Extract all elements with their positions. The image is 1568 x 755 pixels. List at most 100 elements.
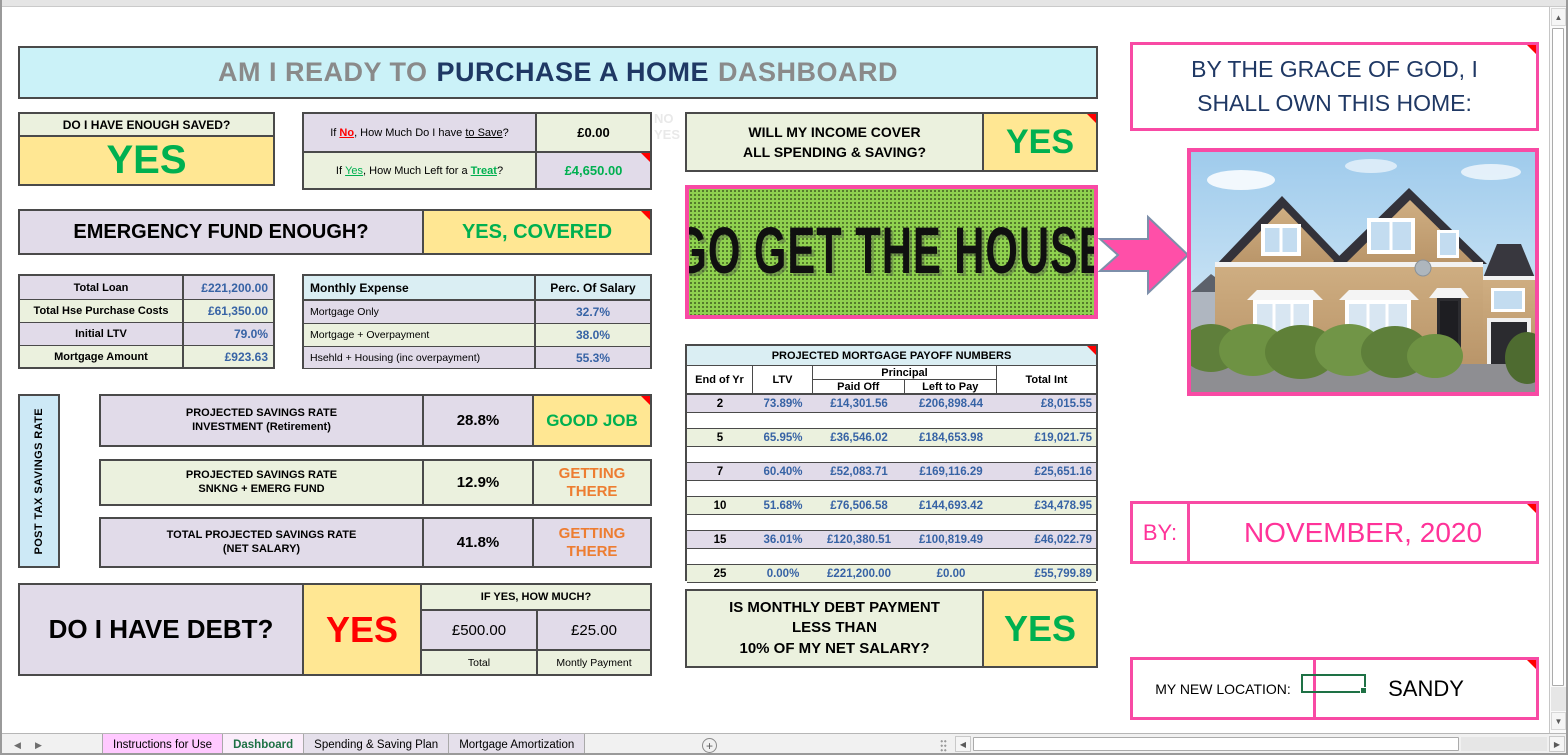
debt-total-label: Total <box>422 651 538 674</box>
sheet-nav-left-icon[interactable]: ◀ <box>14 740 21 750</box>
ghost-spill-text: NO YES <box>654 111 680 143</box>
location-value-cell[interactable]: SANDY <box>1388 675 1464 701</box>
loan-row-label: Mortgage Amount <box>20 346 184 367</box>
loan-row-value[interactable]: £923.63 <box>224 349 268 364</box>
expense-header-label: Monthly Expense <box>304 276 536 299</box>
house-photo <box>1187 148 1539 396</box>
statusbar-grip[interactable] <box>940 739 947 752</box>
vscroll-track[interactable] <box>1551 687 1566 711</box>
savings-pct-cell[interactable]: 41.8% <box>424 519 534 566</box>
ratio-q-line2: LESS THAN <box>791 619 877 637</box>
payoff-int: £25,651.16 <box>1034 465 1092 478</box>
payoff-row: 2 73.89% £14,301.56 £206,898.44 £8,015.5… <box>687 394 1096 413</box>
savings-status-cell[interactable]: GETTING THERE <box>534 461 650 504</box>
q2-suffix: ? <box>496 164 504 177</box>
tab-spending-saving-plan[interactable]: Spending & Saving Plan <box>304 734 450 753</box>
payoff-left: £0.00 <box>936 567 966 580</box>
savings-label-line2: SNKNG + EMERG FUND <box>198 482 325 495</box>
savings-label-line2: (NET SALARY) <box>222 542 301 555</box>
savings-pct-cell[interactable]: 12.9% <box>424 461 534 504</box>
tab-instructions-for-use[interactable]: Instructions for Use <box>102 734 224 753</box>
active-cell[interactable] <box>1301 674 1367 694</box>
loan-row-label: Total Loan <box>20 276 184 299</box>
debt-question: DO I HAVE DEBT? <box>20 585 304 674</box>
loan-row-value[interactable]: £221,200.00 <box>201 280 268 295</box>
debt-answer[interactable]: YES <box>304 585 422 674</box>
tab-mortgage-amortization[interactable]: Mortgage Amortization <box>449 734 586 753</box>
payoff-int: £19,021.75 <box>1034 431 1092 444</box>
payoff-yr: 5 <box>716 431 724 444</box>
table-row: Mortgage + Overpayment 38.0% <box>304 323 650 346</box>
payoff-table: PROJECTED MORTGAGE PAYOFF NUMBERS End of… <box>685 344 1098 583</box>
expense-header-row: Monthly Expense Perc. Of Salary <box>304 276 650 300</box>
sheet-tabs: Instructions for Use Dashboard Spending … <box>102 734 586 753</box>
q2-yes: Yes <box>345 164 364 177</box>
payoff-int: £46,022.79 <box>1034 533 1092 546</box>
debt-monthly-cell[interactable]: £25.00 <box>538 611 650 649</box>
enough-saved-question: DO I HAVE ENOUGH SAVED? <box>20 114 273 137</box>
payoff-int: £55,799.89 <box>1034 567 1092 580</box>
expense-row-value[interactable]: 32.7% <box>575 305 611 319</box>
savings-status-cell[interactable]: GETTING THERE <box>534 519 650 566</box>
savings-row-label: PROJECTED SAVINGS RATE SNKNG + EMERG FUN… <box>101 461 424 504</box>
expense-row-value[interactable]: 55.3% <box>575 350 611 365</box>
monthly-expense-table: Monthly Expense Perc. Of Salary Mortgage… <box>302 274 652 369</box>
enough-saved-answer[interactable]: YES <box>20 137 273 184</box>
hscroll-thumb[interactable] <box>973 737 1459 751</box>
enough-saved-box: DO I HAVE ENOUGH SAVED? YES <box>18 112 275 186</box>
payoff-row: 15 36.01% £120,380.51 £100,819.49 £46,02… <box>687 530 1096 549</box>
expense-header-value: Perc. Of Salary <box>550 280 636 295</box>
vscroll-up-icon[interactable]: ▲ <box>1551 8 1566 26</box>
payoff-paid: £36,546.02 <box>830 431 888 444</box>
tab-dashboard[interactable]: Dashboard <box>223 734 305 753</box>
loan-row-value[interactable]: 79.0% <box>233 327 268 341</box>
sheet-nav-right-icon[interactable]: ▶ <box>35 740 42 750</box>
grace-line2: SHALL OWN THIS HOME: <box>1197 89 1472 116</box>
debt-total-cell[interactable]: £500.00 <box>422 611 538 649</box>
hscroll-track[interactable] <box>1461 737 1547 751</box>
savings-row-label: TOTAL PROJECTED SAVINGS RATE (NET SALARY… <box>101 519 424 566</box>
savings-row-label: PROJECTED SAVINGS RATE INVESTMENT (Retir… <box>101 396 424 445</box>
q2-treat: Treat <box>470 164 497 177</box>
debt-ratio-answer[interactable]: YES <box>984 591 1096 666</box>
by-box: BY: NOVEMBER, 2020 <box>1130 501 1539 564</box>
loan-row-label: Total Hse Purchase Costs <box>20 300 184 322</box>
ghost-no: NO <box>654 111 674 126</box>
vscroll-thumb[interactable] <box>1552 28 1564 686</box>
debt-footer-row: Total Montly Payment <box>422 651 650 674</box>
savings-status-cell[interactable]: GOOD JOB <box>534 396 650 445</box>
payoff-row: 10 51.68% £76,506.58 £144,693.42 £34,478… <box>687 496 1096 515</box>
title-part1: AM I READY TO <box>217 57 428 87</box>
by-date-cell[interactable]: NOVEMBER, 2020 <box>1243 516 1483 548</box>
payoff-col-endofyr: End of Yr <box>687 366 753 394</box>
payoff-col-principal: Principal <box>813 366 996 380</box>
ghost-yes: YES <box>654 127 681 142</box>
vscroll-down-icon[interactable]: ▼ <box>1551 712 1566 730</box>
add-sheet-button[interactable]: + <box>702 738 717 753</box>
payoff-paid: £52,083.71 <box>830 465 888 478</box>
hscroll-right-icon[interactable]: ▶ <box>1549 736 1565 752</box>
hscroll-left-icon[interactable]: ◀ <box>955 736 971 752</box>
window-top-strip <box>2 0 1566 7</box>
savings-pct-cell[interactable]: 28.8% <box>424 396 534 445</box>
payoff-ltv: 73.89% <box>763 397 803 410</box>
save-question-label: If No, How Much Do I have to Save? <box>304 114 537 151</box>
save-treat-table: If No, How Much Do I have to Save? £0.00… <box>302 112 652 190</box>
payoff-yr: 25 <box>713 567 727 580</box>
debt-ratio-box: IS MONTHLY DEBT PAYMENT LESS THAN 10% OF… <box>685 589 1098 668</box>
savings-label-line2: INVESTMENT (Retirement) <box>192 420 331 433</box>
loan-row-value[interactable]: £61,350.00 <box>207 304 268 318</box>
title-part2: PURCHASE A HOME <box>436 57 710 87</box>
income-q-line2: ALL SPENDING & SAVING? <box>742 144 927 160</box>
savings-rate-row: PROJECTED SAVINGS RATE SNKNG + EMERG FUN… <box>99 459 652 506</box>
treat-amount-cell[interactable]: £4,650.00 <box>537 153 650 188</box>
income-cover-answer[interactable]: YES <box>984 114 1096 170</box>
table-row: Mortgage Amount £923.63 <box>20 345 273 367</box>
payoff-ltv: 60.40% <box>763 465 803 478</box>
q2-mid: , How Much Left for a <box>363 164 471 177</box>
save-amount-cell[interactable]: £0.00 <box>537 114 650 151</box>
table-row: Total Hse Purchase Costs £61,350.00 <box>20 299 273 322</box>
expense-row-value[interactable]: 38.0% <box>575 328 611 342</box>
post-tax-savings-text: POST TAX SAVINGS RATE <box>33 407 45 555</box>
emergency-fund-answer[interactable]: YES, COVERED <box>424 211 650 253</box>
